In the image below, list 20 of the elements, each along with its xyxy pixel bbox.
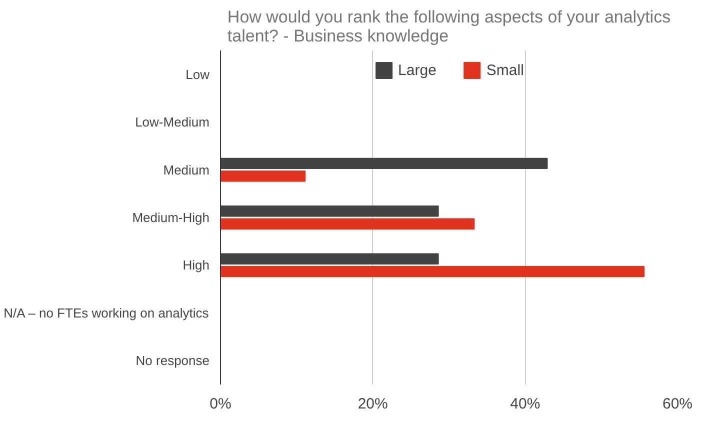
- bar: [220, 218, 475, 230]
- y-tick-label: N/A – no FTEs working on analytics: [4, 305, 210, 320]
- x-tick-label: 20%: [358, 396, 388, 412]
- y-tick-label: Medium: [163, 162, 210, 178]
- bar: [220, 253, 439, 264]
- y-tick-label: Low: [186, 66, 210, 82]
- x-tick-label: 0%: [210, 396, 232, 412]
- bar: [220, 266, 644, 278]
- bar: [220, 206, 439, 217]
- bar: [220, 170, 306, 182]
- chart-title: How would you rank the following aspects of your analytics talent? - Business knowledge: [227, 8, 671, 46]
- legend-label: Small: [486, 62, 524, 78]
- bar: [220, 158, 548, 170]
- y-tick-label: No response: [136, 353, 210, 368]
- x-tick-label: 40%: [510, 396, 540, 412]
- x-tick-label: 60%: [662, 396, 693, 412]
- legend-label: Large: [398, 62, 436, 78]
- y-tick-label: Medium-High: [132, 210, 210, 225]
- y-tick-label: Low-Medium: [135, 114, 210, 130]
- y-tick-label: High: [182, 258, 210, 273]
